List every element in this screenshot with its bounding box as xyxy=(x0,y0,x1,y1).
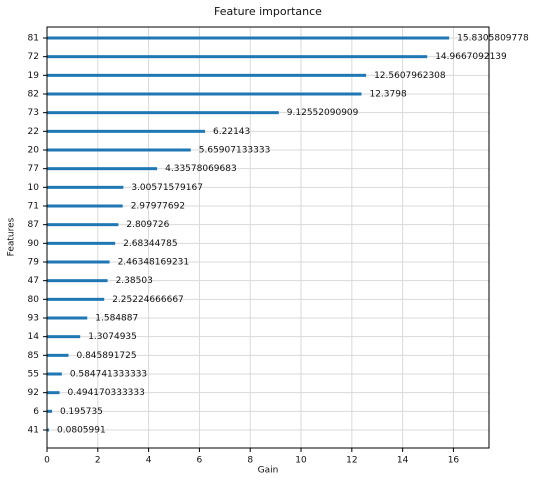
value-label: 3.00571579167 xyxy=(131,183,203,193)
y-tick-label: 20 xyxy=(28,146,40,156)
y-tick-label: 93 xyxy=(28,314,39,324)
y-tick-label: 14 xyxy=(28,332,40,342)
bar xyxy=(47,148,191,152)
y-tick-label: 92 xyxy=(28,388,39,398)
bar xyxy=(47,241,116,245)
bar xyxy=(47,204,123,208)
bar xyxy=(47,55,428,59)
value-label: 0.195735 xyxy=(60,407,103,417)
bar xyxy=(47,92,362,96)
bar xyxy=(47,335,81,339)
bar xyxy=(47,353,69,357)
bar xyxy=(47,428,50,432)
x-tick-label: 14 xyxy=(397,456,409,466)
y-tick-label: 82 xyxy=(28,90,39,100)
y-tick-label: 55 xyxy=(28,370,39,380)
bar xyxy=(47,372,62,376)
bar xyxy=(47,111,279,115)
bar xyxy=(47,36,450,40)
bar xyxy=(47,316,88,320)
y-tick-label: 77 xyxy=(28,164,39,174)
y-tick-label: 47 xyxy=(28,276,39,286)
value-label: 6.22143 xyxy=(213,127,250,137)
value-label: 1.584887 xyxy=(95,314,138,324)
value-label: 5.65907133333 xyxy=(199,146,271,156)
x-axis-label: Gain xyxy=(258,466,279,476)
x-tick-label: 2 xyxy=(95,456,101,466)
x-tick-label: 0 xyxy=(44,456,50,466)
bar xyxy=(47,185,124,189)
bar xyxy=(47,260,110,264)
y-tick-label: 87 xyxy=(28,220,39,230)
value-label: 9.12552090909 xyxy=(287,108,359,118)
y-tick-label: 71 xyxy=(28,202,39,212)
y-tick-label: 90 xyxy=(28,239,40,249)
value-label: 0.584741333333 xyxy=(70,370,147,380)
y-tick-label: 10 xyxy=(28,183,40,193)
y-tick-label: 72 xyxy=(28,52,39,62)
value-label: 0.845891725 xyxy=(76,351,136,361)
x-tick-label: 12 xyxy=(346,456,357,466)
value-label: 14.9667092139 xyxy=(435,52,507,62)
value-label: 12.3798 xyxy=(369,90,406,100)
value-label: 0.494170333333 xyxy=(68,388,145,398)
x-tick-label: 8 xyxy=(247,456,253,466)
y-tick-label: 81 xyxy=(28,34,39,44)
bar xyxy=(47,167,158,171)
y-tick-label: 19 xyxy=(28,71,40,81)
y-tick-label: 6 xyxy=(33,407,39,417)
value-label: 0.0805991 xyxy=(57,426,106,436)
y-tick-label: 80 xyxy=(28,295,40,305)
value-label: 2.46348169231 xyxy=(118,258,190,268)
bar xyxy=(47,391,60,395)
value-label: 12.5607962308 xyxy=(374,71,446,81)
y-axis-label: Features xyxy=(7,217,17,256)
y-tick-label: 22 xyxy=(28,127,39,137)
bar xyxy=(47,223,119,227)
plot-frame xyxy=(46,26,490,449)
value-label: 1.3074935 xyxy=(88,332,137,342)
value-label: 2.25224666667 xyxy=(112,295,184,305)
bar xyxy=(47,279,108,283)
y-tick-label: 73 xyxy=(28,108,39,118)
bar xyxy=(47,297,105,301)
x-tick-label: 4 xyxy=(146,456,152,466)
value-label: 15.8305809778 xyxy=(457,34,529,44)
x-tick-label: 6 xyxy=(197,456,203,466)
x-tick-label: 16 xyxy=(448,456,460,466)
value-label: 2.68344785 xyxy=(123,239,177,249)
chart-title: Feature importance xyxy=(214,5,322,18)
value-label: 4.33578069683 xyxy=(165,164,237,174)
value-label: 2.809726 xyxy=(126,220,169,230)
value-label: 2.97977692 xyxy=(131,202,185,212)
bar xyxy=(47,409,52,413)
y-tick-label: 79 xyxy=(28,258,40,268)
y-tick-label: 85 xyxy=(28,351,39,361)
bar xyxy=(47,129,206,133)
x-tick-label: 10 xyxy=(295,456,307,466)
bar xyxy=(47,73,367,77)
value-label: 2.38503 xyxy=(116,276,153,286)
y-tick-label: 41 xyxy=(28,426,39,436)
